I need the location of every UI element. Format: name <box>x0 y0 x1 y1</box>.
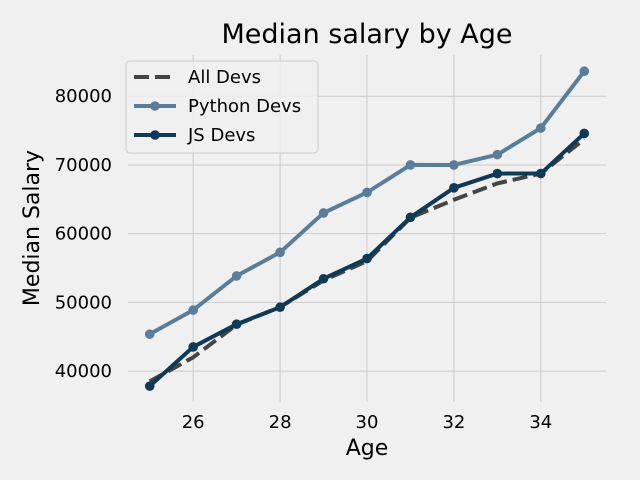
legend: All Devs Python Devs JS Devs <box>125 60 319 154</box>
data-point <box>579 128 590 139</box>
x-axis-ticks: 26 28 30 32 34 <box>182 412 553 433</box>
data-point <box>231 271 242 281</box>
y-tick-label: 60000 <box>55 224 112 245</box>
y-axis-ticks: 40000 50000 60000 70000 80000 <box>55 86 112 382</box>
data-point <box>449 182 459 193</box>
grid <box>128 55 606 402</box>
data-point <box>405 212 416 223</box>
chart-title: Median salary by Age <box>221 19 512 50</box>
data-point <box>449 160 459 170</box>
y-tick-label: 50000 <box>55 292 112 313</box>
data-point <box>362 253 372 264</box>
series-python-devs <box>144 66 590 339</box>
data-point <box>188 342 198 352</box>
series-js-devs <box>144 128 590 391</box>
y-tick-label: 40000 <box>55 361 112 382</box>
data-point <box>405 160 416 170</box>
data-point <box>275 247 285 258</box>
series-line <box>148 137 586 384</box>
data-point <box>188 305 198 315</box>
x-tick-label: 28 <box>269 412 292 433</box>
data-point <box>362 187 372 198</box>
series-layer <box>144 66 590 391</box>
data-point <box>318 208 329 218</box>
legend-marker <box>150 130 160 140</box>
legend-marker <box>150 101 160 111</box>
x-tick-label: 26 <box>182 412 205 433</box>
data-point <box>492 168 503 179</box>
y-tick-label: 70000 <box>55 155 112 176</box>
data-point <box>492 149 503 160</box>
legend-label: JS Devs <box>187 125 255 146</box>
legend-label: All Devs <box>188 67 261 88</box>
data-point <box>144 381 155 391</box>
legend-box <box>125 60 319 154</box>
x-tick-label: 32 <box>442 412 465 433</box>
y-tick-label: 80000 <box>55 86 112 107</box>
data-point <box>579 66 590 77</box>
data-point <box>231 319 242 329</box>
x-tick-label: 30 <box>356 412 379 433</box>
y-axis-label: Median Salary <box>20 150 45 306</box>
x-tick-label: 34 <box>529 412 552 433</box>
data-point <box>536 123 546 133</box>
data-point <box>275 302 285 313</box>
data-point <box>144 329 155 339</box>
legend-label: Python Devs <box>188 96 301 117</box>
data-point <box>536 168 546 179</box>
series-all-devs <box>148 137 586 384</box>
data-point <box>318 273 329 284</box>
x-axis-label: Age <box>346 436 389 461</box>
